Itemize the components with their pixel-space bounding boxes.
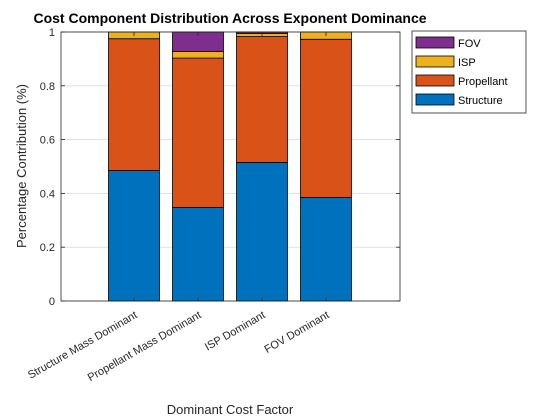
legend-swatch [415,74,455,87]
bar-segment [108,38,160,171]
y-tick-label: 0 [49,296,55,308]
axes-box [60,31,401,302]
bar-segment [108,170,160,302]
bar-segment [172,206,224,302]
legend: FOV ISP Propellant Structure [411,30,527,114]
y-axis-label: Percentage Contribution (%) [14,84,29,248]
legend-swatch [415,55,455,68]
y-tick-label: 0.6 [40,135,55,147]
legend-entry: Propellant [458,76,508,88]
legend-entry: FOV [458,38,481,50]
bar-segment [300,197,352,302]
bar-segment [172,57,224,208]
bar-segment [172,50,224,59]
legend-entry: Structure [458,95,503,107]
chart-title: Cost Component Distribution Across Expon… [33,10,426,26]
bar-segment [236,36,288,163]
y-tick-label: 0.4 [40,188,55,200]
legend-swatch [415,93,455,106]
legend-entry: ISP [458,57,476,69]
legend-swatch [415,36,455,49]
x-axis-label: Dominant Cost Factor [167,402,294,417]
y-tick-label: 0.8 [40,81,55,93]
y-tick-label: 0.2 [40,242,55,254]
bar-segment [236,162,288,302]
bar-segment [300,38,352,198]
y-tick-label: 1 [49,27,55,39]
